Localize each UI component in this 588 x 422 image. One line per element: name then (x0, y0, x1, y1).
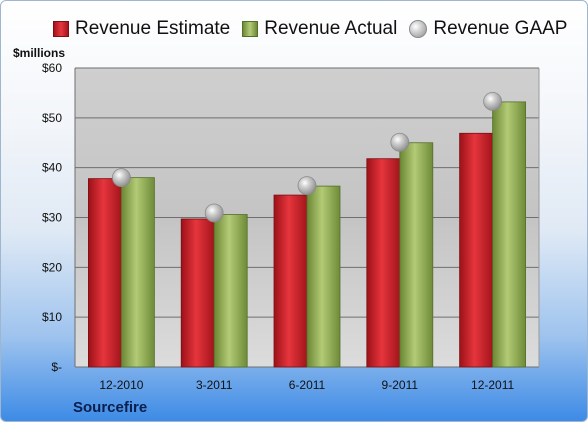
x-tick-label: 3-2011 (196, 378, 233, 392)
x-tick-label: 12-2011 (471, 378, 514, 392)
y-tick-label: $50 (42, 111, 62, 125)
legend-swatch-actual (242, 21, 259, 37)
bar-revenue-estimate (180, 218, 215, 368)
y-tick-label: $40 (42, 161, 62, 175)
y-tick-label: $30 (42, 211, 62, 225)
bar-revenue-actual (306, 185, 341, 368)
y-tick-label: $60 (42, 61, 62, 75)
bar-revenue-estimate (273, 194, 308, 368)
legend-swatch-estimate (53, 21, 69, 37)
gaap-markers (112, 91, 503, 223)
marker-revenue-gaap (483, 91, 503, 111)
y-tick-label: $20 (42, 260, 62, 274)
legend-item-gaap: Revenue GAAP (409, 18, 567, 40)
bar-revenue-actual (399, 142, 434, 368)
bar-revenue-actual (492, 101, 527, 368)
y-axis-ticks: $- $10 $20 $30 $40 $50 $60 (42, 61, 62, 374)
y-tick-label: $- (51, 360, 62, 374)
bar-revenue-estimate (88, 178, 122, 368)
legend-item-actual: Revenue Actual (242, 18, 397, 40)
x-tick-label: 9-2011 (382, 378, 419, 392)
bar-revenue-actual (213, 214, 248, 368)
bar-revenue-actual (121, 177, 155, 368)
legend-label-gaap: Revenue GAAP (433, 18, 568, 39)
bar-revenue-estimate (459, 132, 494, 368)
y-axis-unit-label: $millions (13, 46, 66, 60)
legend: Revenue Estimate Revenue Actual Revenue … (53, 18, 579, 40)
x-axis-ticks: 12-2010 3-2011 6-2011 9-2011 12-2011 (99, 378, 514, 392)
bars (88, 101, 527, 368)
marker-revenue-gaap (112, 168, 131, 188)
bar-revenue-estimate (366, 158, 401, 368)
legend-label-actual: Revenue Actual (264, 18, 398, 39)
legend-label-estimate: Revenue Estimate (75, 18, 231, 39)
marker-revenue-gaap (297, 176, 317, 196)
company-name: Sourcefire (73, 399, 148, 416)
x-tick-label: 12-2010 (99, 378, 143, 392)
marker-revenue-gaap (204, 203, 224, 223)
marker-revenue-gaap (390, 132, 410, 152)
legend-swatch-gaap (409, 20, 428, 38)
legend-item-estimate: Revenue Estimate (53, 18, 230, 40)
y-tick-label: $10 (42, 310, 62, 324)
x-tick-label: 6-2011 (289, 378, 326, 392)
